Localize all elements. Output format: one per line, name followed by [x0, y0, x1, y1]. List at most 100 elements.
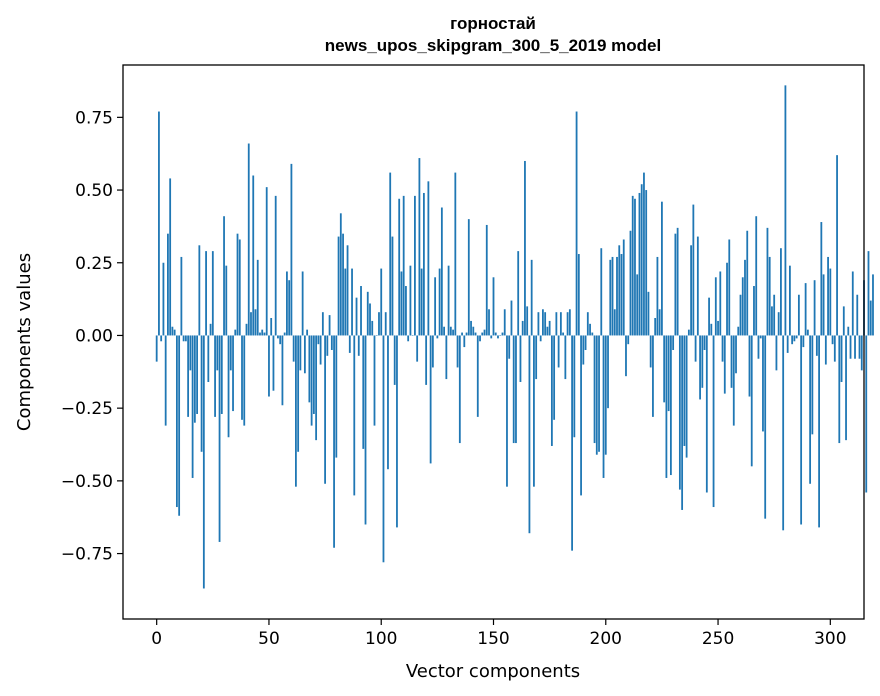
- bar-239: [692, 204, 695, 336]
- bar-71: [315, 335, 318, 441]
- bar-96: [371, 320, 374, 336]
- bar-119: [422, 192, 425, 336]
- bar-235: [683, 335, 686, 446]
- bar-12: [182, 335, 185, 342]
- bar-270: [762, 335, 764, 432]
- bar-296: [820, 222, 823, 336]
- bar-224: [658, 309, 661, 336]
- bar-282: [789, 265, 791, 336]
- y-axis-label: Components values: [14, 253, 35, 431]
- bar-62: [295, 335, 297, 487]
- bar-101: [382, 335, 385, 563]
- bar-216: [640, 184, 643, 336]
- bar-29: [220, 335, 223, 414]
- bar-70: [312, 335, 315, 414]
- bar-237: [687, 329, 690, 336]
- bar-253: [723, 335, 726, 394]
- bar-160: [515, 335, 517, 444]
- bar-238: [690, 245, 692, 336]
- bar-85: [346, 245, 349, 336]
- bar-193: [589, 323, 591, 336]
- bar-91: [360, 286, 362, 336]
- bar-256: [730, 335, 733, 388]
- bar-120: [425, 335, 428, 385]
- bar-180: [559, 312, 562, 336]
- bar-3: [162, 262, 165, 336]
- bar-192: [586, 312, 589, 336]
- bar-294: [815, 335, 818, 356]
- bar-13: [184, 335, 187, 342]
- bar-64: [299, 335, 302, 371]
- bar-272: [766, 227, 769, 336]
- bar-25: [211, 251, 214, 336]
- bar-295: [818, 335, 820, 528]
- bar-49: [265, 187, 268, 336]
- bar-275: [773, 294, 776, 336]
- bar-138: [465, 332, 468, 336]
- bar-8: [173, 329, 176, 336]
- bar-109: [400, 271, 403, 336]
- bar-127: [440, 207, 443, 336]
- bar-236: [685, 335, 688, 458]
- x-tick-label: 200: [590, 629, 622, 649]
- bar-24: [209, 323, 212, 336]
- bar-4: [164, 335, 167, 426]
- bar-181: [562, 332, 565, 336]
- bar-97: [373, 335, 376, 426]
- bar-232: [676, 227, 679, 336]
- bar-100: [380, 268, 383, 336]
- bar-106: [393, 335, 396, 385]
- bar-188: [577, 254, 580, 336]
- bar-228: [667, 335, 670, 412]
- bar-41: [247, 143, 250, 336]
- y-tick-label: −0.25: [61, 399, 113, 419]
- bar-151: [494, 332, 497, 336]
- bar-244: [703, 335, 706, 350]
- bar-157: [508, 335, 511, 359]
- bar-195: [593, 335, 596, 444]
- bar-214: [636, 274, 639, 336]
- bar-213: [634, 198, 636, 336]
- bar-257: [732, 335, 735, 426]
- bar-247: [710, 323, 713, 336]
- bar-150: [492, 277, 495, 336]
- bar-227: [665, 335, 668, 478]
- bar-77: [328, 315, 331, 336]
- bar-81: [337, 236, 340, 336]
- bar-93: [364, 335, 367, 525]
- bar-215: [638, 192, 641, 336]
- bar-293: [813, 280, 816, 336]
- bar-95: [369, 303, 371, 336]
- bar-89: [355, 297, 358, 336]
- bar-33: [229, 335, 232, 371]
- bar-202: [609, 259, 612, 336]
- bar-255: [728, 239, 731, 336]
- bar-133: [454, 172, 457, 336]
- bar-229: [669, 335, 672, 476]
- bar-194: [591, 332, 594, 336]
- bar-305: [840, 335, 843, 382]
- bar-168: [533, 335, 535, 487]
- bar-34: [232, 335, 234, 412]
- bar-76: [326, 335, 329, 356]
- bar-279: [782, 335, 785, 531]
- bar-110: [402, 195, 405, 336]
- bar-20: [200, 335, 203, 452]
- bar-104: [389, 172, 392, 336]
- bar-1: [158, 111, 160, 336]
- bar-318: [869, 300, 872, 336]
- bar-164: [524, 160, 526, 336]
- bar-18: [196, 335, 198, 414]
- bar-17: [193, 335, 196, 423]
- bar-139: [467, 219, 470, 336]
- bar-281: [786, 335, 789, 353]
- bar-175: [548, 320, 551, 336]
- bar-280: [784, 85, 787, 336]
- bar-84: [344, 268, 347, 336]
- bar-246: [708, 297, 710, 336]
- bar-82: [339, 213, 342, 336]
- bar-211: [629, 230, 632, 336]
- bar-166: [528, 335, 531, 534]
- bar-78: [330, 335, 333, 350]
